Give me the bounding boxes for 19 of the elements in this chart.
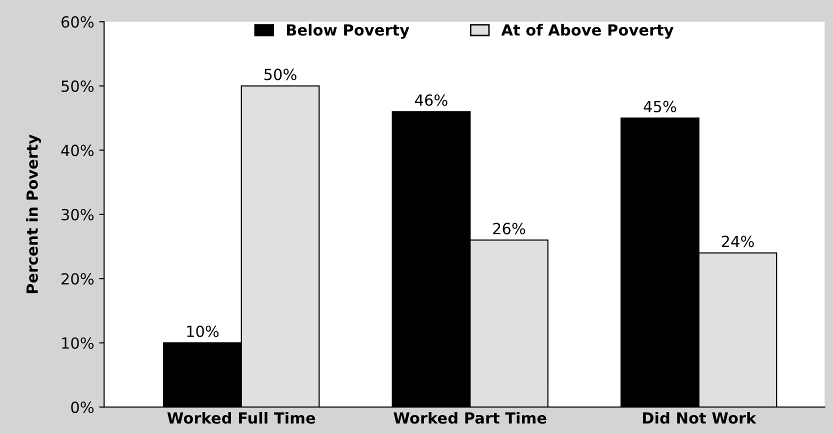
x-tick-label: Did Not Work <box>642 412 756 424</box>
x-tick-label: Worked Full Time <box>167 412 316 424</box>
y-tick-label: 10% <box>62 337 94 349</box>
data-label: 26% <box>493 222 526 234</box>
data-label: 46% <box>415 94 448 106</box>
y-tick-label: 60% <box>62 16 94 28</box>
data-label: 10% <box>187 326 219 338</box>
y-tick-label: 40% <box>61 144 94 156</box>
y-tick-label: 0% <box>71 402 94 414</box>
legend-label: Below Poverty <box>286 24 410 39</box>
y-tick-label: 20% <box>62 273 94 285</box>
y-tick-label: 30% <box>62 208 94 220</box>
legend-label: At of Above Poverty <box>501 24 674 39</box>
x-tick-label: Worked Part Time <box>394 412 546 424</box>
data-label: 50% <box>264 68 296 80</box>
y-tick-label: 50% <box>62 80 94 92</box>
data-label: 24% <box>722 236 754 248</box>
y-axis-title: Percent in Poverty <box>26 134 41 294</box>
data-label: 45% <box>644 100 676 112</box>
